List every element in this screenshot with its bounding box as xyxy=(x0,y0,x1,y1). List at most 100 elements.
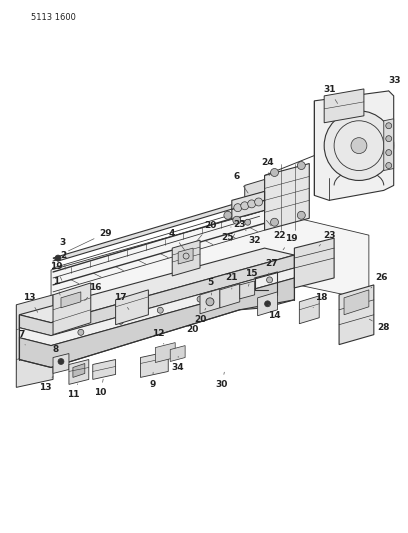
Text: 13: 13 xyxy=(39,376,53,392)
Text: 19: 19 xyxy=(283,233,298,250)
Circle shape xyxy=(271,218,279,226)
Polygon shape xyxy=(299,296,319,324)
Text: 18: 18 xyxy=(313,293,328,308)
Circle shape xyxy=(264,301,271,307)
Circle shape xyxy=(351,138,367,154)
Circle shape xyxy=(58,359,64,365)
Text: 20: 20 xyxy=(186,318,199,334)
Text: 22: 22 xyxy=(266,220,286,240)
Polygon shape xyxy=(69,360,89,384)
Text: 28: 28 xyxy=(369,319,390,332)
Polygon shape xyxy=(93,360,115,379)
Polygon shape xyxy=(200,289,220,314)
Text: 31: 31 xyxy=(323,85,337,103)
Circle shape xyxy=(271,168,279,176)
Circle shape xyxy=(234,204,242,212)
Circle shape xyxy=(78,329,84,335)
Polygon shape xyxy=(19,255,295,336)
Polygon shape xyxy=(232,191,264,219)
Circle shape xyxy=(297,161,305,169)
Polygon shape xyxy=(344,290,369,315)
Text: 23: 23 xyxy=(319,231,335,246)
Text: 21: 21 xyxy=(226,273,238,289)
Polygon shape xyxy=(19,278,295,367)
Polygon shape xyxy=(384,119,394,171)
Circle shape xyxy=(386,150,392,156)
Polygon shape xyxy=(19,248,295,322)
Text: 27: 27 xyxy=(265,259,278,275)
Text: 26: 26 xyxy=(371,273,388,288)
Text: 4: 4 xyxy=(169,229,184,250)
Text: 9: 9 xyxy=(149,372,155,389)
Text: 19: 19 xyxy=(50,262,62,280)
Circle shape xyxy=(237,285,243,291)
Polygon shape xyxy=(220,284,240,308)
Text: 3: 3 xyxy=(60,238,66,257)
Text: 17: 17 xyxy=(114,293,129,310)
Polygon shape xyxy=(264,164,309,230)
Text: 33: 33 xyxy=(388,76,401,91)
Polygon shape xyxy=(178,248,193,264)
Text: 6: 6 xyxy=(234,172,248,193)
Circle shape xyxy=(245,219,251,225)
Circle shape xyxy=(118,318,124,324)
Text: 16: 16 xyxy=(84,284,102,301)
Text: 34: 34 xyxy=(172,357,184,372)
Text: 2: 2 xyxy=(60,251,66,269)
Text: 29: 29 xyxy=(69,229,112,251)
Polygon shape xyxy=(61,292,81,308)
Polygon shape xyxy=(257,292,277,316)
Text: 20: 20 xyxy=(194,308,206,324)
Polygon shape xyxy=(73,364,85,377)
Circle shape xyxy=(386,136,392,142)
Text: 20: 20 xyxy=(197,221,216,241)
Polygon shape xyxy=(51,211,369,337)
Polygon shape xyxy=(314,91,394,200)
Text: 15: 15 xyxy=(246,270,258,286)
Polygon shape xyxy=(339,285,374,345)
Circle shape xyxy=(206,298,214,306)
Polygon shape xyxy=(155,343,175,362)
Circle shape xyxy=(386,123,392,129)
Text: 8: 8 xyxy=(53,345,60,360)
Text: 30: 30 xyxy=(216,372,228,389)
Text: 1: 1 xyxy=(53,277,60,295)
Polygon shape xyxy=(16,305,19,369)
Polygon shape xyxy=(53,353,69,374)
Circle shape xyxy=(386,163,392,168)
Polygon shape xyxy=(53,283,91,335)
Polygon shape xyxy=(140,352,168,377)
Text: 24: 24 xyxy=(261,158,274,176)
Text: 13: 13 xyxy=(23,293,38,312)
Polygon shape xyxy=(295,238,334,288)
Circle shape xyxy=(241,202,249,210)
Polygon shape xyxy=(324,89,364,123)
Circle shape xyxy=(224,211,232,219)
Text: 32: 32 xyxy=(246,230,261,245)
Circle shape xyxy=(55,255,61,261)
Circle shape xyxy=(324,111,394,181)
Circle shape xyxy=(248,200,256,208)
Polygon shape xyxy=(115,290,149,325)
Circle shape xyxy=(297,211,305,219)
Text: 10: 10 xyxy=(95,379,107,397)
Text: 5113 1600: 5113 1600 xyxy=(31,13,76,22)
Text: 25: 25 xyxy=(222,227,234,241)
Polygon shape xyxy=(19,268,295,345)
Polygon shape xyxy=(245,180,264,216)
Text: 12: 12 xyxy=(152,329,164,344)
Text: 14: 14 xyxy=(268,304,281,320)
Polygon shape xyxy=(240,281,255,299)
Text: 11: 11 xyxy=(67,384,79,399)
Text: 7: 7 xyxy=(18,330,25,345)
Text: 5: 5 xyxy=(207,278,213,295)
Circle shape xyxy=(266,277,273,283)
Circle shape xyxy=(233,216,241,224)
Circle shape xyxy=(197,296,203,302)
Polygon shape xyxy=(172,240,200,276)
Polygon shape xyxy=(16,295,53,387)
Polygon shape xyxy=(170,345,185,361)
Circle shape xyxy=(255,198,263,206)
Circle shape xyxy=(157,307,163,313)
Polygon shape xyxy=(53,196,264,261)
